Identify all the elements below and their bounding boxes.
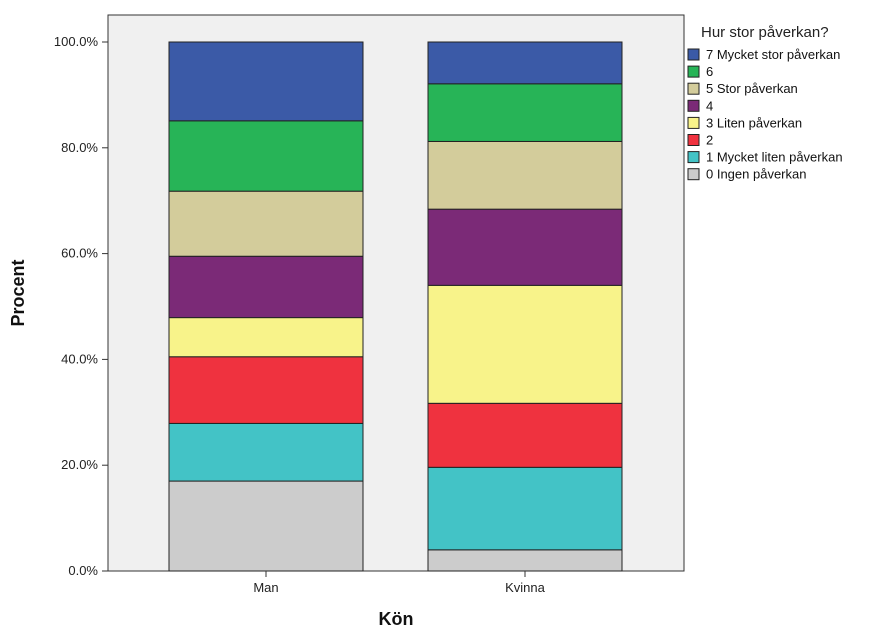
bar-segment <box>168 422 364 482</box>
x-tick-label: Kvinna <box>505 580 546 595</box>
legend-label: 3 Liten påverkan <box>706 115 802 130</box>
bar-segment <box>427 140 623 210</box>
y-tick-label: 20.0% <box>61 457 98 472</box>
bar-segment <box>168 317 364 358</box>
bar-segment <box>427 549 623 572</box>
bar-segment <box>168 41 364 122</box>
legend-label: 1 Mycket liten påverkan <box>706 150 843 165</box>
legend-label: 5 Stor påverkan <box>706 81 798 96</box>
bar-segment <box>168 120 364 192</box>
legend-swatch <box>687 65 700 78</box>
legend-label: 6 <box>706 64 713 79</box>
bars-group <box>168 41 623 572</box>
legend-swatch <box>687 134 700 146</box>
x-axis-title: Kön <box>379 609 414 629</box>
bar-segment <box>168 255 364 319</box>
y-tick-label: 60.0% <box>61 246 98 261</box>
x-tick-label: Man <box>253 580 278 595</box>
legend-swatch <box>687 48 700 61</box>
bar-segment <box>168 356 364 424</box>
legend-swatch <box>687 151 700 164</box>
bar-segment <box>427 41 623 85</box>
bar-segment <box>427 208 623 286</box>
y-axis: 0.0% 20.0% 40.0% 60.0% 80.0% 100.0% <box>54 34 108 578</box>
legend-label: 4 <box>706 98 713 113</box>
bar-segment <box>168 190 364 257</box>
y-tick-label: 40.0% <box>61 351 98 366</box>
bar-segment <box>427 466 623 551</box>
y-tick-label: 80.0% <box>61 140 98 155</box>
y-tick-label: 100.0% <box>54 34 99 49</box>
x-axis: Man Kvinna <box>253 571 546 595</box>
legend-swatch <box>687 116 700 129</box>
bar-segment <box>168 480 364 572</box>
legend-label: 2 <box>706 133 713 148</box>
bar-segment <box>427 284 623 404</box>
bar-segment <box>427 83 623 142</box>
y-axis-title: Procent <box>8 259 28 326</box>
legend-label: 0 Ingen påverkan <box>706 167 806 182</box>
legend: 7 Mycket stor påverkan 6 5 Stor påverkan 4 3… <box>687 47 843 182</box>
y-tick-label: 0.0% <box>68 563 98 578</box>
bar-segment <box>427 402 623 468</box>
legend-swatch <box>687 82 700 95</box>
legend-label: 7 Mycket stor påverkan <box>706 47 840 62</box>
legend-swatch <box>687 168 700 181</box>
legend-swatch <box>687 99 700 112</box>
legend-title: Hur stor påverkan? <box>701 24 829 41</box>
